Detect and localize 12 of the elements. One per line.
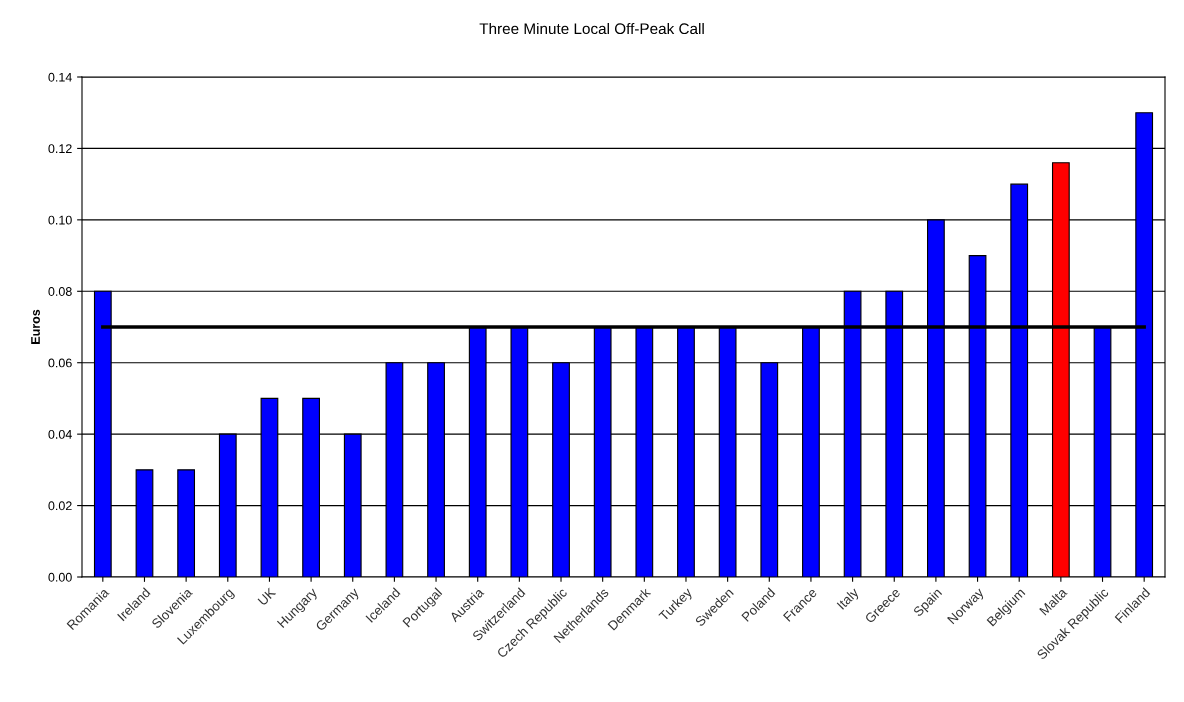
y-tick-label: 0.02 — [48, 501, 72, 511]
chart-title: Three Minute Local Off-Peak Call — [479, 22, 704, 35]
y-tick-label: 0.12 — [48, 144, 72, 154]
y-tick-label: 0.08 — [48, 287, 72, 296]
y-tick-label: 0.10 — [48, 215, 72, 225]
x-tick-label: Italy — [836, 586, 862, 612]
y-axis-title: Euros — [31, 309, 40, 344]
y-tick-label: 0.14 — [48, 72, 72, 82]
y-tick-label: 0.00 — [48, 572, 72, 582]
x-tick-label: UK — [257, 587, 277, 606]
y-tick-label: 0.04 — [48, 429, 72, 439]
y-tick-label: 0.06 — [48, 358, 72, 368]
